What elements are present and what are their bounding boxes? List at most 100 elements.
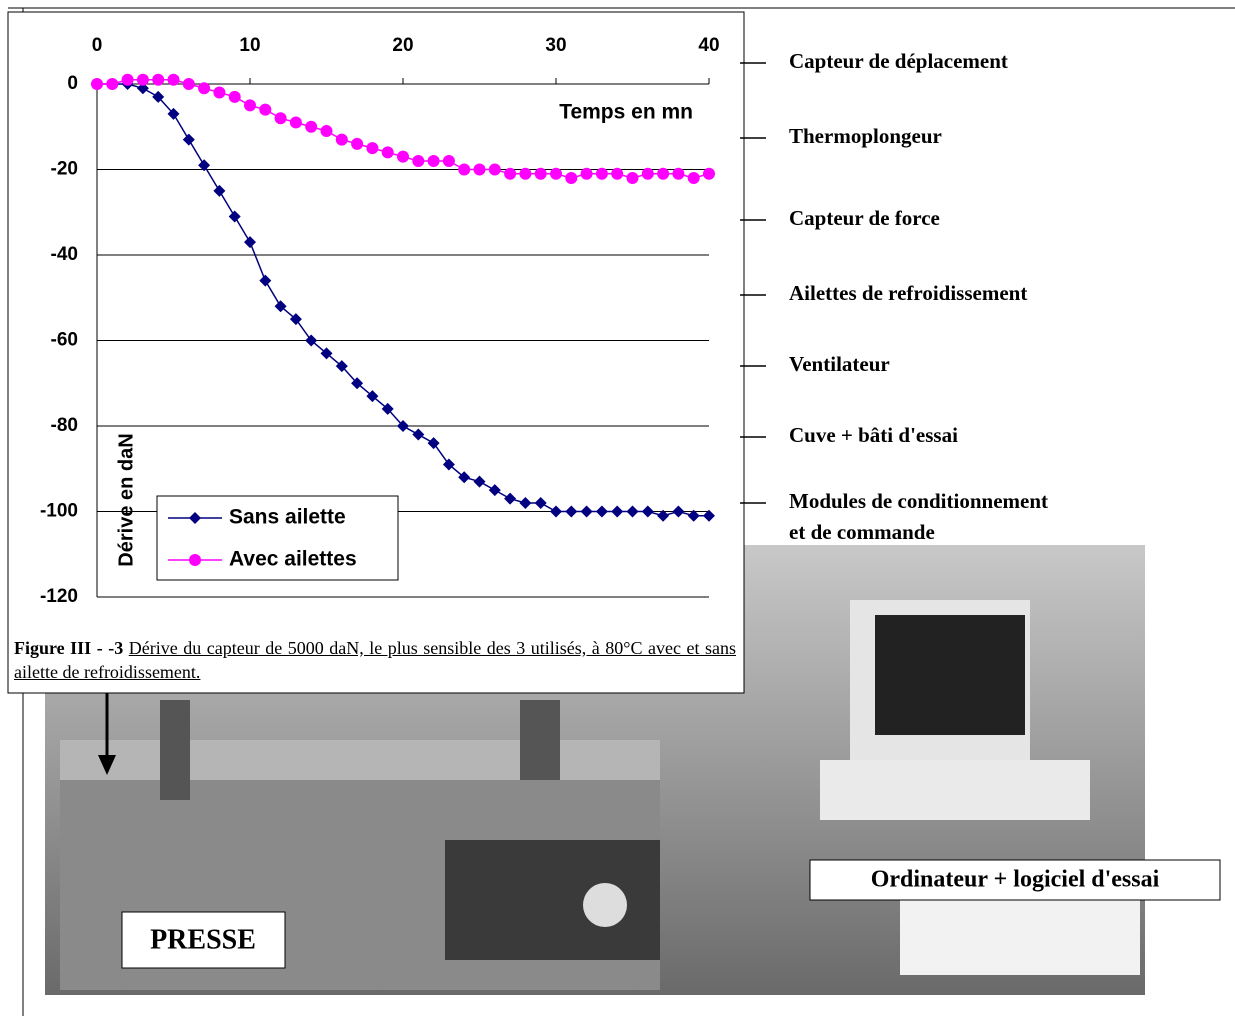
data-point	[442, 154, 455, 167]
y-tick-label: -60	[51, 330, 78, 351]
data-point	[657, 167, 670, 180]
data-point	[504, 167, 517, 180]
data-point	[703, 509, 715, 522]
data-point	[274, 112, 287, 125]
x-tick-label: 40	[698, 35, 719, 56]
data-point	[228, 210, 241, 223]
data-point	[244, 99, 256, 112]
data-point	[182, 78, 195, 90]
data-point	[228, 90, 241, 103]
data-point	[198, 159, 211, 172]
data-point	[534, 496, 547, 509]
data-point	[198, 82, 211, 95]
y-tick-label: -20	[51, 159, 78, 180]
data-point	[152, 73, 165, 86]
data-point	[488, 163, 501, 176]
data-point	[427, 437, 440, 450]
caption-bg	[14, 630, 738, 690]
data-point	[91, 78, 103, 90]
data-point	[289, 116, 302, 129]
data-point	[672, 167, 685, 180]
data-point	[152, 90, 165, 103]
caption-text: Dérive du capteur de 5000 daN, le plus s…	[14, 638, 737, 682]
data-point	[442, 458, 455, 471]
data-point	[473, 475, 486, 488]
data-point	[641, 167, 654, 180]
data-point	[213, 86, 226, 99]
y-tick-label: -40	[51, 244, 78, 265]
data-point	[550, 167, 562, 180]
data-point	[136, 73, 149, 86]
callout-label: Capteur de force	[789, 206, 940, 230]
y-tick-label: 0	[67, 73, 78, 94]
callout-label: et de commande	[789, 520, 935, 544]
data-point	[626, 505, 639, 518]
arrow-head	[98, 755, 116, 775]
y-axis-title: Dérive en daN	[115, 433, 137, 566]
data-point	[305, 120, 318, 133]
data-point	[213, 184, 226, 197]
legend-label: Avec ailettes	[229, 548, 357, 571]
data-point	[458, 163, 471, 176]
data-point	[565, 172, 578, 185]
data-point	[611, 167, 624, 180]
data-point	[320, 347, 333, 360]
data-point	[412, 428, 425, 441]
legend-marker	[189, 512, 201, 524]
legend-label: Sans ailette	[229, 506, 346, 529]
chart: 0 -20 -40 -60 -80 -100 -120 0 10 20 30 40 Temps en m…	[40, 35, 720, 607]
data-point	[182, 133, 195, 146]
x-tick-label: 20	[392, 35, 413, 56]
data-point	[519, 496, 532, 509]
caption: Figure III - -3 Dérive du capteur de 500…	[14, 636, 736, 684]
callouts: Capteur de déplacement Thermoplongeur Capt…	[740, 49, 1048, 544]
data-point	[305, 334, 318, 347]
data-point	[167, 73, 180, 86]
label-box	[121, 911, 286, 969]
data-point	[687, 172, 700, 185]
y-tick-label: -100	[40, 501, 78, 522]
data-point	[351, 377, 364, 390]
data-point	[397, 420, 409, 432]
data-point	[580, 505, 593, 518]
callout-label: Capteur de déplacement	[789, 49, 1008, 73]
data-point	[657, 509, 670, 522]
y-tick-label: -80	[51, 415, 78, 436]
data-point	[167, 107, 180, 120]
data-point	[366, 390, 379, 403]
callout-label: Modules de conditionnement	[789, 489, 1048, 513]
photo-label: PRESSE	[150, 924, 256, 955]
callout-label: Thermoplongeur	[789, 124, 942, 148]
data-point	[611, 505, 624, 518]
data-point	[504, 492, 517, 505]
data-point	[488, 484, 501, 497]
legend	[156, 495, 399, 581]
data-point	[565, 505, 578, 518]
data-point	[534, 167, 547, 180]
data-point	[106, 78, 119, 90]
callout-label: Ventilateur	[789, 352, 890, 376]
legend-marker	[189, 554, 201, 566]
data-point	[335, 360, 348, 373]
data-point	[381, 402, 394, 415]
data-point	[458, 471, 471, 484]
data-point	[672, 505, 685, 518]
data-point	[626, 172, 639, 185]
y-tick-label: -120	[40, 586, 78, 607]
x-tick-label: 30	[545, 35, 566, 56]
callout-label: Ailettes de refroidissement	[789, 281, 1027, 305]
data-point	[550, 505, 562, 518]
data-point	[259, 103, 272, 116]
data-point	[519, 167, 532, 180]
callout-label: Cuve + bâti d'essai	[789, 423, 958, 447]
data-point	[244, 236, 256, 249]
data-point	[412, 154, 425, 167]
data-point	[595, 505, 608, 518]
label-box	[809, 859, 1221, 901]
data-point	[580, 167, 593, 180]
data-point	[703, 167, 715, 180]
data-point	[320, 125, 333, 138]
data-point	[289, 313, 302, 326]
